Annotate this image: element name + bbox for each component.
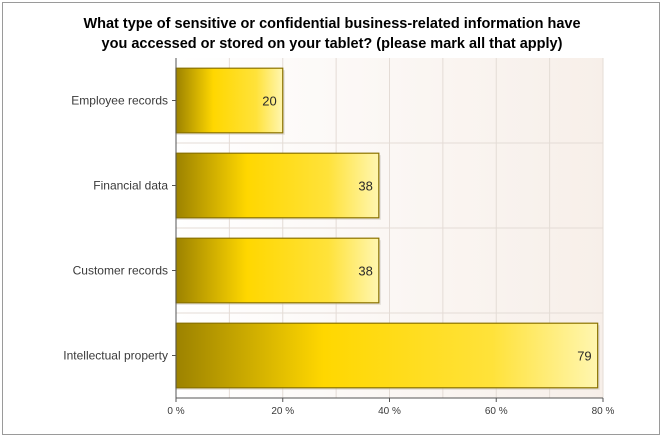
category-label: Intellectual property bbox=[63, 349, 168, 363]
bar bbox=[175, 322, 599, 389]
category-labels: Employee records Financial data Customer r… bbox=[63, 94, 176, 363]
chart-title-line-1: What type of sensitive or confidential b… bbox=[83, 16, 580, 32]
category-label: Financial data bbox=[93, 179, 168, 193]
bar-value-label: 79 bbox=[577, 349, 591, 364]
x-axis-ticks: 0 % 20 % 40 % 60 % 80 % bbox=[167, 398, 615, 417]
bar-value-label: 38 bbox=[358, 179, 372, 194]
chart-title-line-2: you accessed or stored on your tablet? (… bbox=[102, 36, 563, 52]
x-tick-label: 80 % bbox=[592, 406, 615, 417]
bars: 20 38 38 79 bbox=[175, 67, 600, 390]
bar bbox=[175, 152, 380, 219]
x-tick-label: 60 % bbox=[485, 406, 508, 417]
x-tick-label: 0 % bbox=[167, 406, 184, 417]
x-tick-label: 40 % bbox=[378, 406, 401, 417]
category-label: Employee records bbox=[71, 94, 168, 108]
bar-value-label: 38 bbox=[358, 264, 372, 279]
bar bbox=[175, 237, 380, 304]
bar-value-label: 20 bbox=[262, 94, 276, 109]
category-label: Customer records bbox=[73, 264, 168, 278]
x-tick-label: 20 % bbox=[271, 406, 294, 417]
